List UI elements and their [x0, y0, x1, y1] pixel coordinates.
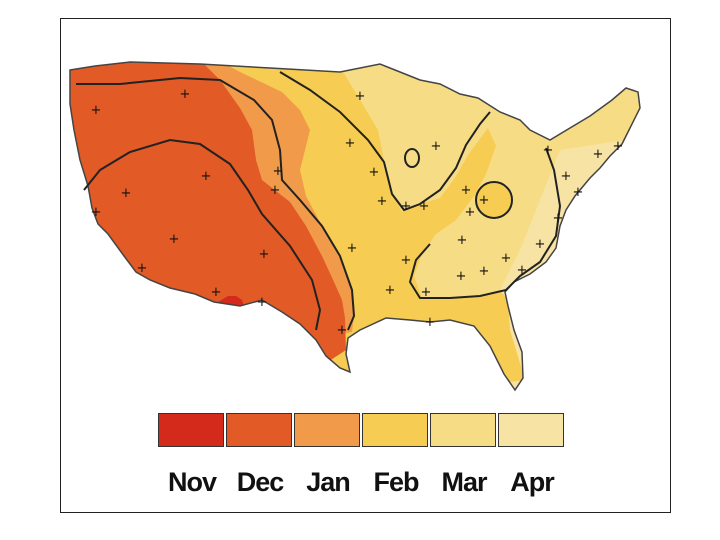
station-marker: +	[345, 136, 356, 151]
legend-swatch-apr	[498, 413, 564, 447]
station-marker: +	[553, 211, 564, 226]
climate-zones	[70, 62, 640, 390]
station-marker: +	[479, 193, 490, 208]
station-marker: +	[211, 285, 222, 300]
station-marker: +	[419, 199, 430, 214]
legend-labels: Nov Dec Jan Feb Mar Apr	[158, 467, 566, 498]
station-marker: +	[355, 89, 366, 104]
station-marker: +	[465, 205, 476, 220]
station-marker: +	[257, 295, 268, 310]
station-marker: +	[593, 147, 604, 162]
zone-mar-island	[404, 148, 420, 168]
station-marker: +	[461, 183, 472, 198]
station-marker: +	[180, 87, 191, 102]
isoline-mar-apr	[408, 147, 562, 299]
legend-label-feb: Feb	[373, 467, 419, 497]
station-marker: +	[169, 232, 180, 247]
station-marker: +	[385, 283, 396, 298]
station-marker: +	[121, 186, 132, 201]
legend-swatches	[158, 413, 566, 447]
isoline-dec-jan	[83, 138, 322, 331]
legend-swatch-mar	[430, 413, 496, 447]
station-marker: +	[561, 169, 572, 184]
station-marker: +	[91, 103, 102, 118]
isoline-feb-mar	[279, 71, 491, 212]
legend-label-mar: Mar	[441, 467, 487, 497]
legend-swatch-jan	[294, 413, 360, 447]
station-marker: +	[535, 237, 546, 252]
station-marker: +	[337, 323, 348, 338]
station-marker: +	[517, 263, 528, 278]
station-marker: +	[91, 205, 102, 220]
station-marker: +	[270, 183, 281, 198]
legend-label-jan: Jan	[306, 467, 351, 497]
station-marker: +	[401, 199, 412, 214]
legend: Nov Dec Jan Feb Mar Apr	[158, 413, 566, 498]
station-marker: +	[613, 139, 624, 154]
station-marker: +	[201, 169, 212, 184]
station-marker: +	[347, 241, 358, 256]
zone-feb-island	[475, 181, 513, 219]
station-marker: +	[377, 194, 388, 209]
station-marker: +	[401, 253, 412, 268]
us-outline	[69, 61, 641, 392]
legend-label-dec: Dec	[236, 467, 285, 497]
station-marker: +	[425, 315, 436, 330]
station-marker: +	[573, 185, 584, 200]
station-marker: +	[457, 233, 468, 248]
station-marker: +	[543, 143, 554, 158]
isolines	[76, 71, 562, 331]
isoline-jan-feb	[76, 76, 356, 331]
station-marker: +	[259, 247, 270, 262]
station-marker: +	[137, 261, 148, 276]
legend-swatch-feb	[362, 413, 428, 447]
station-markers: + + + + + + + + + + + + + + + + + + + + …	[91, 87, 624, 338]
station-marker: +	[273, 164, 284, 179]
legend-swatch-nov	[158, 413, 224, 447]
station-marker: +	[431, 139, 442, 154]
station-marker: +	[456, 269, 467, 284]
station-marker: +	[501, 251, 512, 266]
legend-label-apr: Apr	[510, 467, 555, 497]
legend-label-nov: Nov	[167, 467, 217, 497]
legend-swatch-dec	[226, 413, 292, 447]
station-marker: +	[369, 165, 380, 180]
station-marker: +	[421, 285, 432, 300]
station-marker: +	[479, 264, 490, 279]
